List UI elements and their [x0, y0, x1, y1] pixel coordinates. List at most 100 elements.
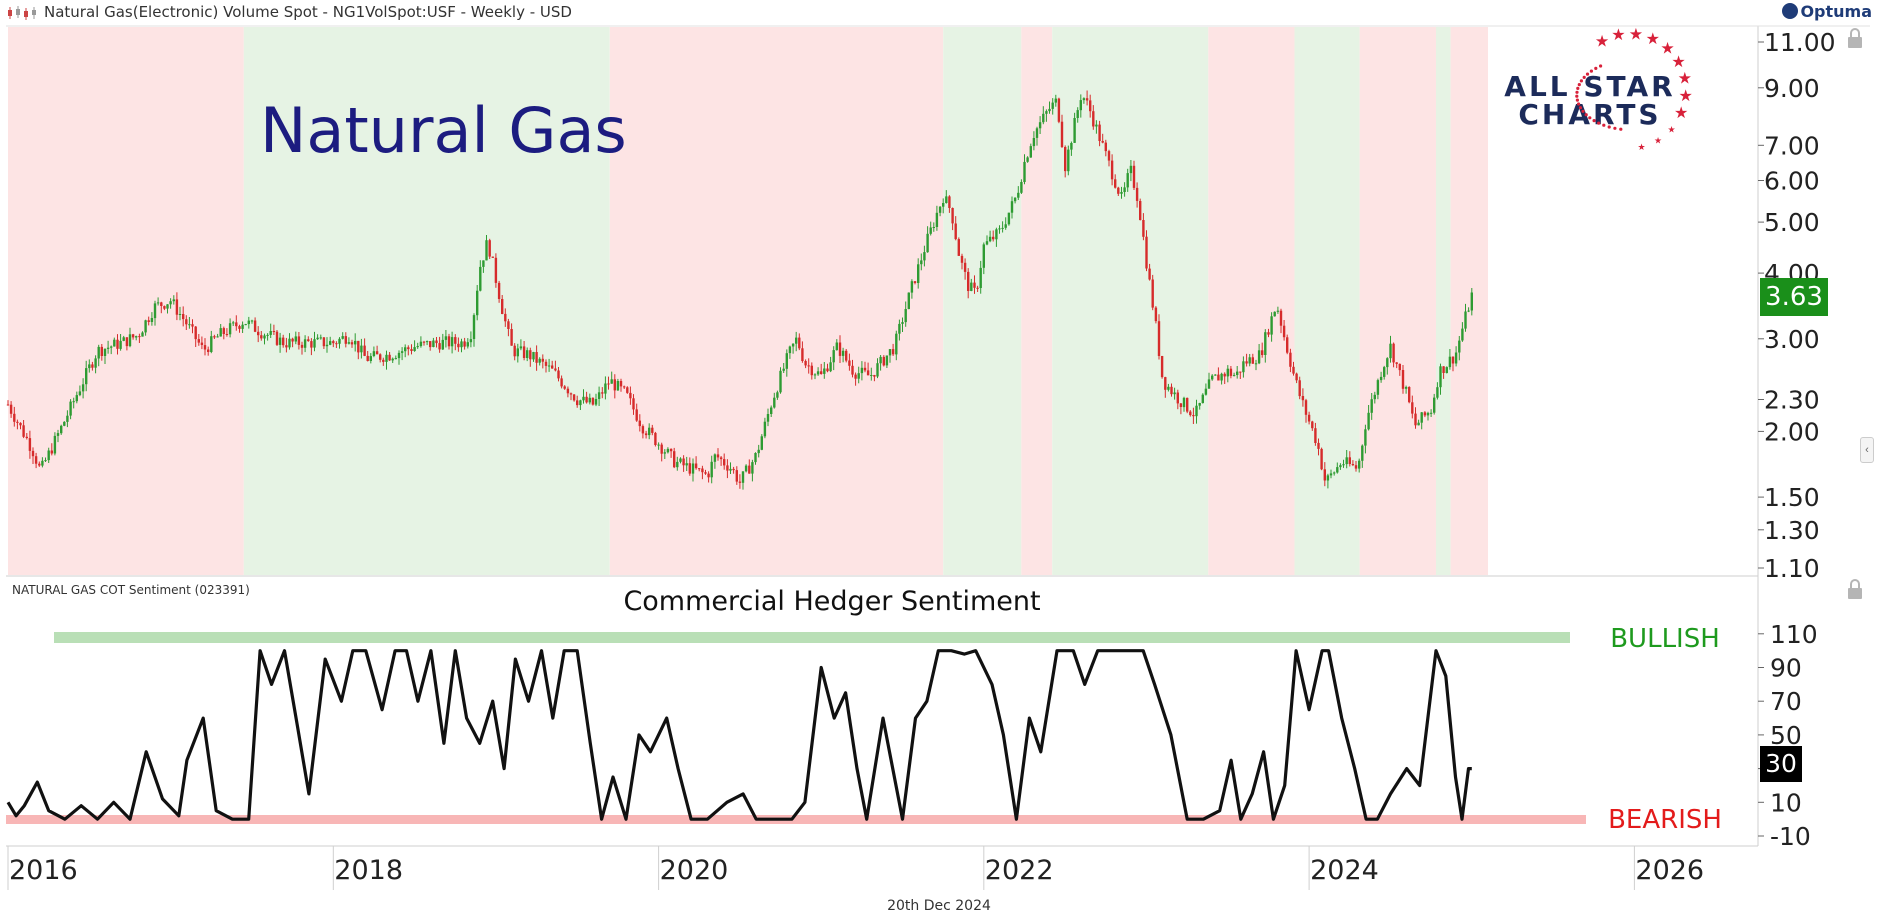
- candle-body: [1401, 370, 1405, 389]
- candle-body: [294, 336, 297, 342]
- candle-body: [1417, 422, 1420, 426]
- candle-body: [97, 346, 100, 359]
- candle-body: [178, 314, 182, 315]
- candle-body: [1004, 224, 1007, 228]
- candle-body: [447, 336, 451, 347]
- candle-body: [1276, 310, 1280, 312]
- logo-dot: [1588, 116, 1592, 120]
- candle-body: [857, 373, 860, 379]
- candle-body: [810, 365, 813, 376]
- candle-body: [425, 341, 429, 343]
- candle-body: [638, 420, 641, 427]
- candle-body: [901, 322, 904, 324]
- candle-body: [1289, 352, 1292, 367]
- chart-header: Natural Gas(Electronic) Volume Spot - NG…: [0, 0, 1878, 26]
- candle-body: [244, 324, 247, 326]
- candle-body: [44, 460, 47, 462]
- candle-body: [185, 319, 188, 325]
- logo-star: ★: [1674, 103, 1688, 122]
- candle-body: [1454, 352, 1458, 364]
- candle-body: [754, 453, 757, 463]
- chart-title: Natural Gas(Electronic) Volume Spot - NG…: [44, 3, 572, 21]
- logo-dot: [1594, 66, 1598, 70]
- candle-body: [366, 355, 369, 361]
- candle-body: [1211, 375, 1214, 380]
- candle-body: [848, 360, 851, 366]
- candle-body: [572, 394, 576, 401]
- candle-body: [1054, 98, 1057, 103]
- candle-body: [228, 323, 232, 335]
- logo-dot: [1578, 106, 1583, 110]
- candle-body: [1095, 124, 1098, 127]
- candle-body: [372, 351, 376, 356]
- candle-body: [410, 349, 413, 351]
- candle-body: [1364, 429, 1367, 446]
- price-tick-label: 9.00: [1764, 74, 1820, 103]
- candle-body: [888, 349, 892, 356]
- candle-body: [485, 240, 488, 261]
- candle-body: [269, 331, 272, 335]
- candle-body: [397, 352, 401, 359]
- candle-body: [1232, 375, 1236, 377]
- candle-body: [1164, 377, 1167, 390]
- candle-body: [801, 348, 804, 361]
- candle-body: [213, 336, 216, 338]
- time-tick-label: 2018: [334, 855, 403, 886]
- logo-dot: [1577, 102, 1581, 106]
- candle-body: [1461, 328, 1464, 341]
- candle-body: [707, 473, 710, 478]
- candle-body: [610, 379, 613, 384]
- candle-body: [551, 365, 554, 369]
- candle-body: [1367, 412, 1370, 430]
- candle-body: [726, 465, 729, 471]
- candle-body: [494, 257, 498, 283]
- candle-body: [891, 349, 895, 355]
- candle-body: [288, 338, 291, 348]
- candle-body: [275, 331, 279, 345]
- candle-body: [247, 320, 250, 325]
- candle-body: [138, 336, 141, 338]
- bearish-zone: [1359, 27, 1436, 575]
- candle-body: [704, 472, 707, 474]
- candle-body: [910, 281, 914, 293]
- candle-body: [135, 336, 138, 338]
- sentiment-tick-label: 50: [1770, 721, 1802, 750]
- candle-body: [845, 350, 848, 361]
- candle-body: [1023, 161, 1026, 182]
- candle-body: [1386, 358, 1389, 368]
- candle-body: [238, 326, 241, 329]
- lock-icon-lower[interactable]: [1848, 579, 1862, 599]
- panel-collapse-button[interactable]: ‹: [1860, 437, 1874, 463]
- candle-body: [597, 392, 601, 399]
- candle-body: [632, 398, 635, 410]
- candle-body: [1408, 387, 1411, 403]
- lock-icon[interactable]: [1848, 28, 1862, 48]
- logo-text-line2: CHARTS: [1518, 98, 1661, 131]
- candle-body: [454, 337, 457, 344]
- logo-dot: [1577, 83, 1581, 87]
- candle-body: [160, 302, 163, 306]
- candle-body: [776, 392, 779, 398]
- candle-body: [1064, 147, 1067, 172]
- candle-body: [1404, 387, 1408, 389]
- candle-body: [1314, 428, 1317, 443]
- candle-body: [538, 358, 541, 363]
- logo-dot: [1613, 126, 1617, 130]
- candle-body: [188, 324, 191, 326]
- candle-body: [200, 342, 204, 345]
- candle-body: [654, 432, 657, 445]
- candle-body: [1060, 121, 1064, 147]
- candle-body: [197, 339, 200, 343]
- candle-body: [957, 239, 960, 256]
- candle-body: [988, 236, 992, 242]
- candle-body: [1013, 197, 1017, 202]
- candle-body: [1433, 397, 1436, 413]
- candle-body: [1470, 292, 1473, 311]
- candle-body: [1323, 469, 1326, 481]
- candle-body: [995, 229, 998, 240]
- candle-body: [744, 465, 748, 472]
- last-price-badge: 3.63: [1765, 282, 1823, 312]
- candle-body: [253, 320, 257, 332]
- candle-body: [920, 260, 923, 265]
- candle-body: [613, 379, 616, 391]
